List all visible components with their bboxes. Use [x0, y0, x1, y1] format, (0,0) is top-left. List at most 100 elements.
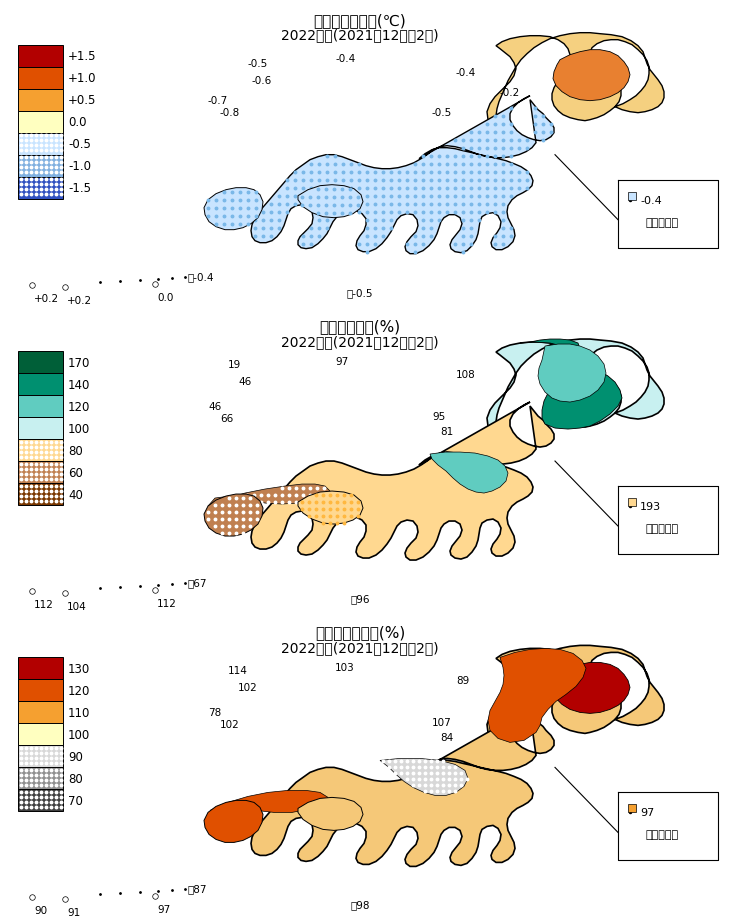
Text: +1.5: +1.5 [68, 51, 97, 63]
Polygon shape [204, 800, 263, 843]
Text: 102: 102 [238, 683, 258, 693]
Bar [18, 46, 63, 68]
Text: 70: 70 [68, 794, 82, 807]
Text: 97: 97 [640, 808, 654, 818]
Text: 100: 100 [68, 422, 90, 435]
Polygon shape [380, 758, 468, 796]
Text: 90: 90 [34, 905, 47, 915]
Bar [628, 192, 636, 200]
Text: 112: 112 [157, 598, 177, 608]
Text: 2022年冬(2021年12月～2月): 2022年冬(2021年12月～2月) [281, 335, 439, 348]
Text: 110: 110 [68, 706, 90, 720]
Text: ・-0.5: ・-0.5 [346, 288, 374, 298]
Text: 80: 80 [68, 772, 82, 785]
Polygon shape [251, 709, 554, 867]
Text: 170: 170 [68, 357, 90, 369]
Text: 97: 97 [157, 904, 170, 914]
Text: -0.6: -0.6 [252, 75, 272, 85]
Text: 46: 46 [208, 402, 221, 412]
Polygon shape [538, 345, 606, 403]
Text: -0.8: -0.8 [220, 108, 240, 118]
Text: ・98: ・98 [350, 900, 370, 910]
Text: 95: 95 [432, 412, 445, 422]
Polygon shape [298, 492, 363, 525]
Text: -0.7: -0.7 [208, 96, 228, 106]
Bar [18, 395, 63, 417]
Text: 小笠原諸島: 小笠原諸島 [645, 218, 678, 227]
Bar [18, 352, 63, 374]
Bar [18, 789, 63, 811]
Text: 91: 91 [67, 907, 80, 917]
Polygon shape [210, 790, 328, 812]
Polygon shape [488, 649, 586, 743]
Text: 小笠原諸島: 小笠原諸島 [645, 830, 678, 839]
Text: 78: 78 [208, 708, 221, 718]
Polygon shape [487, 340, 664, 435]
Text: 80: 80 [68, 444, 82, 457]
Bar [18, 155, 63, 177]
Bar [628, 804, 636, 812]
Text: 2022年冬(2021年12月～2月): 2022年冬(2021年12月～2月) [281, 28, 439, 42]
Bar [18, 439, 63, 461]
Text: -1.0: -1.0 [68, 160, 91, 173]
Bar [18, 745, 63, 767]
Bar [628, 498, 636, 506]
Text: 114: 114 [228, 665, 248, 675]
Text: -1.5: -1.5 [68, 182, 91, 195]
Bar [18, 111, 63, 133]
Text: 19: 19 [228, 359, 242, 369]
Bar [18, 767, 63, 789]
Text: 103: 103 [335, 663, 355, 673]
Text: 小笠原諸島: 小笠原諸島 [645, 524, 678, 533]
Bar [18, 89, 63, 111]
Text: -0.5: -0.5 [68, 138, 91, 151]
Text: 0.0: 0.0 [157, 292, 173, 302]
Text: 81: 81 [440, 426, 453, 437]
Polygon shape [251, 403, 554, 561]
Polygon shape [520, 340, 622, 429]
Text: 130: 130 [68, 663, 90, 675]
Text: 120: 120 [68, 400, 90, 413]
Bar [18, 417, 63, 439]
Text: +1.0: +1.0 [68, 72, 97, 85]
Text: 140: 140 [68, 378, 90, 391]
Polygon shape [208, 484, 330, 506]
Text: 112: 112 [34, 599, 54, 609]
Bar [18, 374, 63, 395]
Bar [18, 461, 63, 483]
Text: 46: 46 [238, 377, 251, 387]
Text: +0.5: +0.5 [68, 94, 96, 107]
Text: 40: 40 [68, 488, 82, 501]
Bar [18, 701, 63, 723]
Bar [18, 133, 63, 155]
Text: -0.4: -0.4 [335, 53, 356, 63]
Text: 日照時間平年比(%): 日照時間平年比(%) [315, 625, 405, 640]
Text: -0.4: -0.4 [640, 196, 662, 206]
Text: 107: 107 [432, 718, 451, 728]
Text: ・-0.4: ・-0.4 [188, 271, 214, 281]
Polygon shape [430, 452, 508, 494]
Text: -0.5: -0.5 [432, 108, 452, 118]
Polygon shape [553, 663, 630, 714]
Text: 降水量平年比(%): 降水量平年比(%) [320, 319, 400, 334]
Bar [18, 68, 63, 89]
Text: 90: 90 [68, 750, 82, 763]
Text: 84: 84 [440, 732, 453, 743]
Polygon shape [298, 798, 363, 831]
Text: 193: 193 [640, 502, 662, 512]
Polygon shape [553, 51, 630, 102]
Bar [18, 658, 63, 680]
Bar [18, 177, 63, 199]
Polygon shape [487, 34, 664, 129]
Text: 102: 102 [220, 720, 240, 730]
Text: ・67: ・67 [188, 577, 208, 587]
Polygon shape [298, 186, 363, 219]
Bar [18, 483, 63, 505]
Text: +0.2: +0.2 [67, 295, 92, 305]
Text: 平均気温平年差(℃): 平均気温平年差(℃) [314, 13, 407, 28]
Text: 89: 89 [456, 675, 470, 686]
Text: 120: 120 [68, 684, 90, 698]
Text: -0.4: -0.4 [456, 68, 476, 77]
Text: 108: 108 [456, 369, 476, 380]
Polygon shape [204, 494, 263, 537]
